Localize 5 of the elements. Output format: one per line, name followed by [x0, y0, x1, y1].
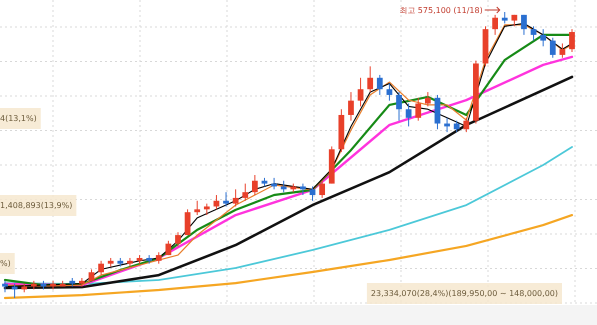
annotation: 1,408,893(13,9%)	[0, 201, 72, 210]
annotation: 23,334,070(28,4%)(189,950,00 ~ 148,000,00)	[370, 289, 558, 298]
annotation: %)	[0, 259, 11, 268]
annotation: 최고 575,100 (11/18)	[399, 6, 483, 15]
annotation: 4(13,1%)	[0, 114, 37, 123]
